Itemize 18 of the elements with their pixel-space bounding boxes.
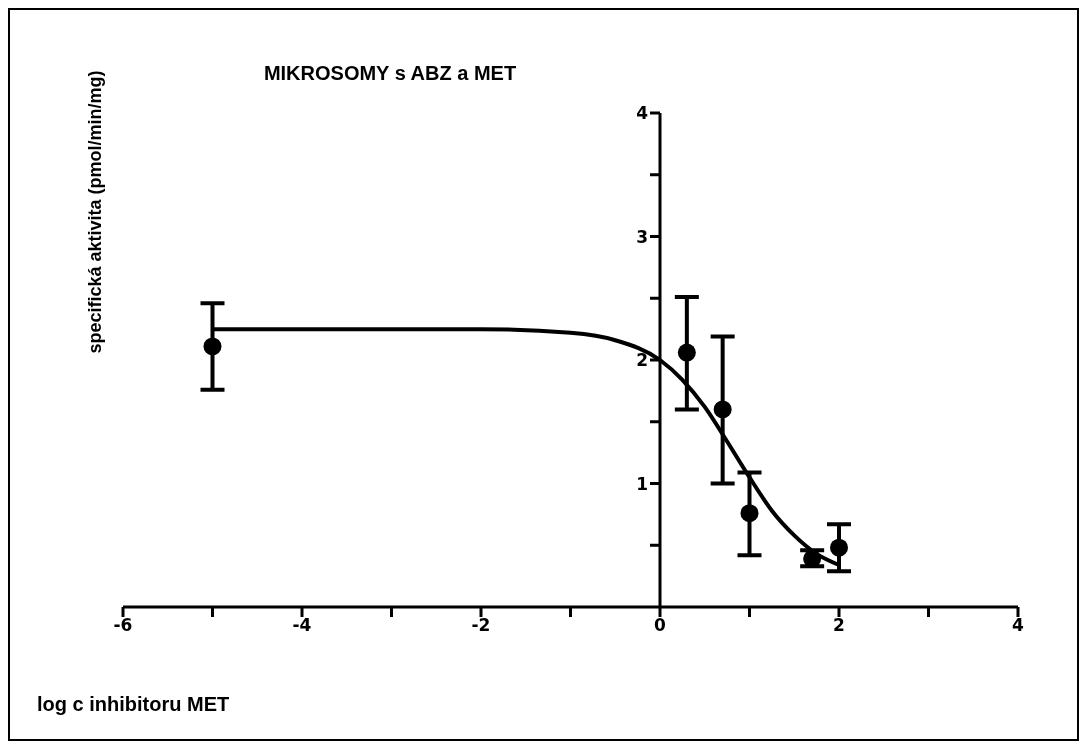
x-tick-label: -4 [292, 615, 312, 636]
x-tick-label: 4 [1012, 615, 1025, 636]
x-tick-label: -2 [471, 615, 491, 636]
point [740, 504, 759, 523]
y-tick-label: 3 [636, 226, 648, 247]
y-tick-label: 4 [636, 103, 649, 123]
point [830, 538, 848, 557]
y-tick-label: 1 [636, 473, 648, 494]
y-tick-label: 2 [636, 350, 648, 370]
chart-title: MIKROSOMY s ABZ a MET [262, 62, 518, 85]
x-axis-title: log c inhibitoru MET [37, 693, 230, 716]
point [677, 343, 696, 362]
x-tick-label: 0 [654, 615, 667, 636]
point [713, 400, 732, 419]
x-tick-label: 2 [833, 615, 845, 636]
point [203, 337, 222, 356]
x-tick-label: -6 [113, 615, 133, 636]
y-axis-title: specifická aktivita (pmol/min/mg) [85, 69, 106, 356]
